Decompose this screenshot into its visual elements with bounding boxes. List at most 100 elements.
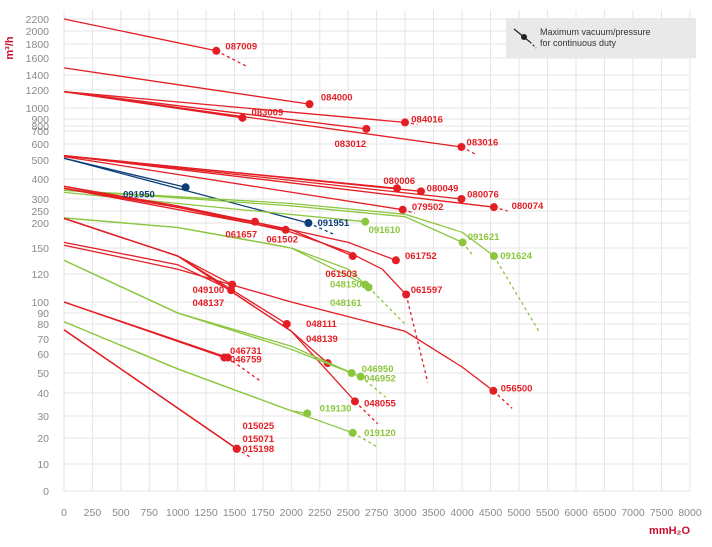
x-tick-label: 8000 (678, 507, 702, 519)
legend-text-line-1: Maximum vacuum/pressure (540, 27, 651, 37)
series-line-046759 (63, 301, 228, 359)
series-extension-056500 (492, 390, 513, 409)
y-tick-label: 0 (43, 486, 49, 498)
series-label-048137: 048137 (192, 298, 224, 309)
x-tick-label: 1500 (223, 507, 247, 519)
series-extension-019120 (352, 432, 377, 447)
legend-text-line-2: for continuous duty (540, 38, 617, 48)
x-tick-label: 4000 (450, 507, 474, 519)
series-marker-048161 (364, 283, 373, 292)
series-label-091624: 091624 (500, 251, 532, 262)
series-label-015025: 015025 (242, 421, 274, 432)
legend-box (506, 18, 696, 58)
y-tick-label: 900 (31, 114, 49, 126)
series-line-048055 (63, 217, 356, 403)
y-tick-label: 600 (31, 139, 49, 151)
y-tick-label: 90 (37, 308, 49, 320)
y-tick-label: 2000 (26, 26, 50, 38)
series-label-079502: 079502 (412, 202, 444, 213)
series-label-091951: 091951 (317, 218, 349, 229)
y-tick-label: 30 (37, 411, 49, 423)
y-tick-label: 100 (31, 297, 49, 309)
series-label-046950: 046950 (362, 364, 394, 375)
series-line-015198 (63, 329, 238, 450)
series-layer (63, 18, 540, 458)
series-label-048161: 048161 (330, 298, 362, 309)
series-marker-061503 (348, 252, 357, 261)
series-label-091610: 091610 (369, 225, 401, 236)
y-tick-label: 200 (31, 218, 49, 230)
series-marker-046952 (356, 372, 365, 381)
series-line-079502 (63, 155, 403, 211)
y-tick-label: 1400 (26, 70, 50, 82)
x-tick-label: 1250 (194, 507, 218, 519)
label-layer: 087009 084000 084016 083009 083012 083016 0800… (123, 42, 544, 455)
legend-dot (521, 34, 527, 40)
series-label-080076: 080076 (467, 190, 499, 201)
series-label-048139: 048139 (306, 334, 338, 345)
series-label-049100: 049100 (192, 285, 224, 296)
series-label-015198: 015198 (242, 444, 274, 455)
x-tick-label: 4500 (479, 507, 503, 519)
series-line-084016 (63, 91, 406, 124)
series-extension-048055 (354, 400, 379, 425)
x-tick-label: 6000 (564, 507, 588, 519)
series-label-061597: 061597 (411, 285, 443, 296)
series-label-015071: 015071 (242, 434, 274, 445)
series-label-083016: 083016 (467, 138, 499, 149)
series-label-080074: 080074 (512, 201, 544, 212)
series-line-061752 (63, 185, 397, 261)
x-tick-label: 3500 (422, 507, 446, 519)
series-label-048150: 048150 (330, 280, 362, 291)
series-marker-056500 (489, 386, 498, 395)
series-marker-091621 (458, 238, 467, 247)
series-label-080049: 080049 (427, 183, 459, 194)
series-marker-083012 (362, 124, 371, 133)
x-tick-label: 5500 (536, 507, 560, 519)
x-tick-label: 5000 (507, 507, 531, 519)
y-tick-label: 1000 (26, 103, 50, 115)
series-label-084016: 084016 (411, 115, 443, 126)
series-marker-091610 (361, 217, 370, 226)
y-tick-label: 400 (31, 174, 49, 186)
series-label-046731: 046731 (230, 346, 262, 357)
tick-layer: 0 250 500 750 1000 1250 1500 1750 2000 2250 2500 27… (26, 14, 702, 519)
series-line-091624 (63, 189, 495, 257)
y-axis-title: m³/h (4, 36, 16, 60)
y-tick-label: 120 (31, 269, 49, 281)
series-marker-084016 (401, 118, 409, 127)
series-marker-079502 (398, 205, 407, 214)
series-marker-048055 (350, 397, 359, 406)
y-tick-label: 20 (37, 433, 49, 445)
series-label-087009: 087009 (225, 42, 257, 53)
series-line-061597 (63, 187, 407, 296)
x-axis-title: mmH₂O (649, 525, 690, 537)
series-label-083009: 083009 (252, 107, 284, 118)
series-label-080006: 080006 (383, 176, 415, 187)
series-line-083012 (63, 91, 367, 130)
series-label-019130: 019130 (320, 403, 352, 414)
series-extension-091624 (493, 255, 540, 332)
y-tick-label: 500 (31, 155, 49, 167)
series-extension-091951 (308, 222, 335, 236)
y-tick-label: 40 (37, 388, 49, 400)
series-extension-046952 (360, 376, 387, 398)
y-tick-label: 300 (31, 194, 49, 206)
series-marker-083009 (238, 113, 247, 122)
series-label-084000: 084000 (321, 93, 353, 104)
series-marker-087009 (212, 46, 221, 55)
series-marker-046759 (223, 353, 232, 362)
y-tick-label: 2200 (26, 14, 50, 26)
series-line-080074 (63, 155, 494, 208)
series-marker-061752 (391, 256, 400, 265)
series-marker-083016 (457, 142, 466, 151)
x-tick-label: 2500 (336, 507, 360, 519)
series-line-056500 (63, 244, 495, 392)
x-tick-label: 250 (84, 507, 102, 519)
series-marker-015198 (232, 444, 241, 453)
series-label-083012: 083012 (335, 139, 367, 150)
y-tick-label: 800 (31, 121, 49, 133)
series-marker-080049 (416, 187, 425, 196)
